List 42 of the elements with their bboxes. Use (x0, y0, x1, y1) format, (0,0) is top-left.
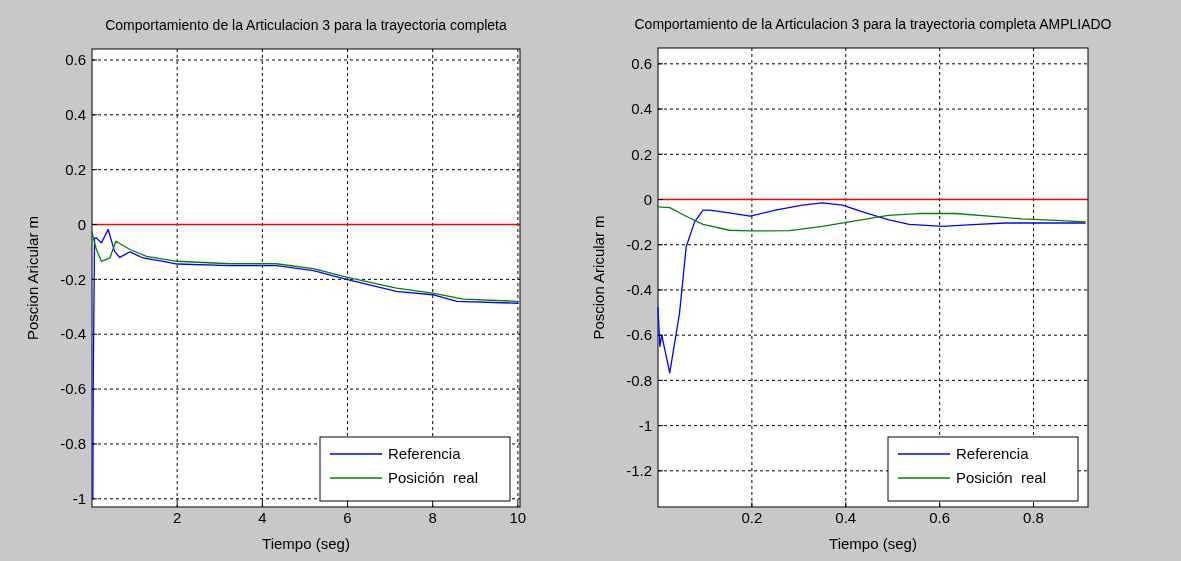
x-tick-label: 10 (509, 509, 527, 526)
y-tick-label: -1.2 (626, 462, 652, 480)
y-tick-label: -1 (72, 490, 86, 508)
y-axis-title: Poscion Aricular m (24, 215, 41, 341)
x-tick-label: 0.4 (835, 509, 857, 526)
y-tick-label: -0.8 (60, 435, 86, 453)
y-tick-label: -0.2 (60, 270, 86, 288)
line-series (657, 202, 1086, 374)
y-tick-label: -0.8 (626, 371, 652, 389)
y-tick-label: -0.4 (60, 325, 86, 343)
x-tick-label: 0.8 (1023, 509, 1044, 526)
x-axis-title: Tiempo (seg) (262, 535, 350, 552)
x-tick-label: 0.6 (929, 509, 951, 526)
y-tick-label: 0.4 (65, 106, 86, 124)
legend-label: Posición real (388, 469, 479, 487)
legend-label: Referencia (388, 445, 462, 463)
y-tick-label: -0.6 (60, 380, 86, 398)
y-tick-label: 0 (77, 215, 86, 233)
y-tick-label: -0.4 (626, 281, 652, 299)
y-tick-label: -1 (638, 416, 652, 434)
y-tick-label: 0.2 (65, 160, 86, 178)
x-tick-label: 2 (173, 509, 182, 526)
x-axis-title: Tiempo (seg) (829, 535, 917, 552)
x-tick-label: 4 (258, 509, 267, 526)
y-axis-title: Poscion Aricular m (590, 215, 607, 340)
x-tick-label: 0.2 (741, 509, 763, 526)
legend-label: Posición real (956, 469, 1047, 487)
x-tick-label: 8 (428, 509, 437, 526)
line-series (91, 232, 519, 302)
chart-title: Comportamiento de la Articulacion 3 para la trayectoria completa (105, 17, 507, 33)
chart-title: Comportamiento de la Articulacion 3 para la trayectoria completa AMPLIADO (634, 16, 1112, 32)
line-series (657, 206, 1086, 232)
line-series (92, 228, 519, 500)
y-tick-label: -0.2 (626, 235, 652, 253)
y-tick-label: -0.6 (626, 326, 652, 344)
y-tick-label: 0.4 (631, 100, 652, 118)
legend-label: Referencia (956, 445, 1030, 463)
y-tick-label: 0.2 (631, 145, 652, 163)
y-tick-label: 0.6 (65, 51, 86, 69)
y-tick-label: 0.6 (631, 55, 652, 73)
x-tick-label: 6 (343, 509, 352, 526)
y-tick-label: 0 (643, 190, 652, 208)
